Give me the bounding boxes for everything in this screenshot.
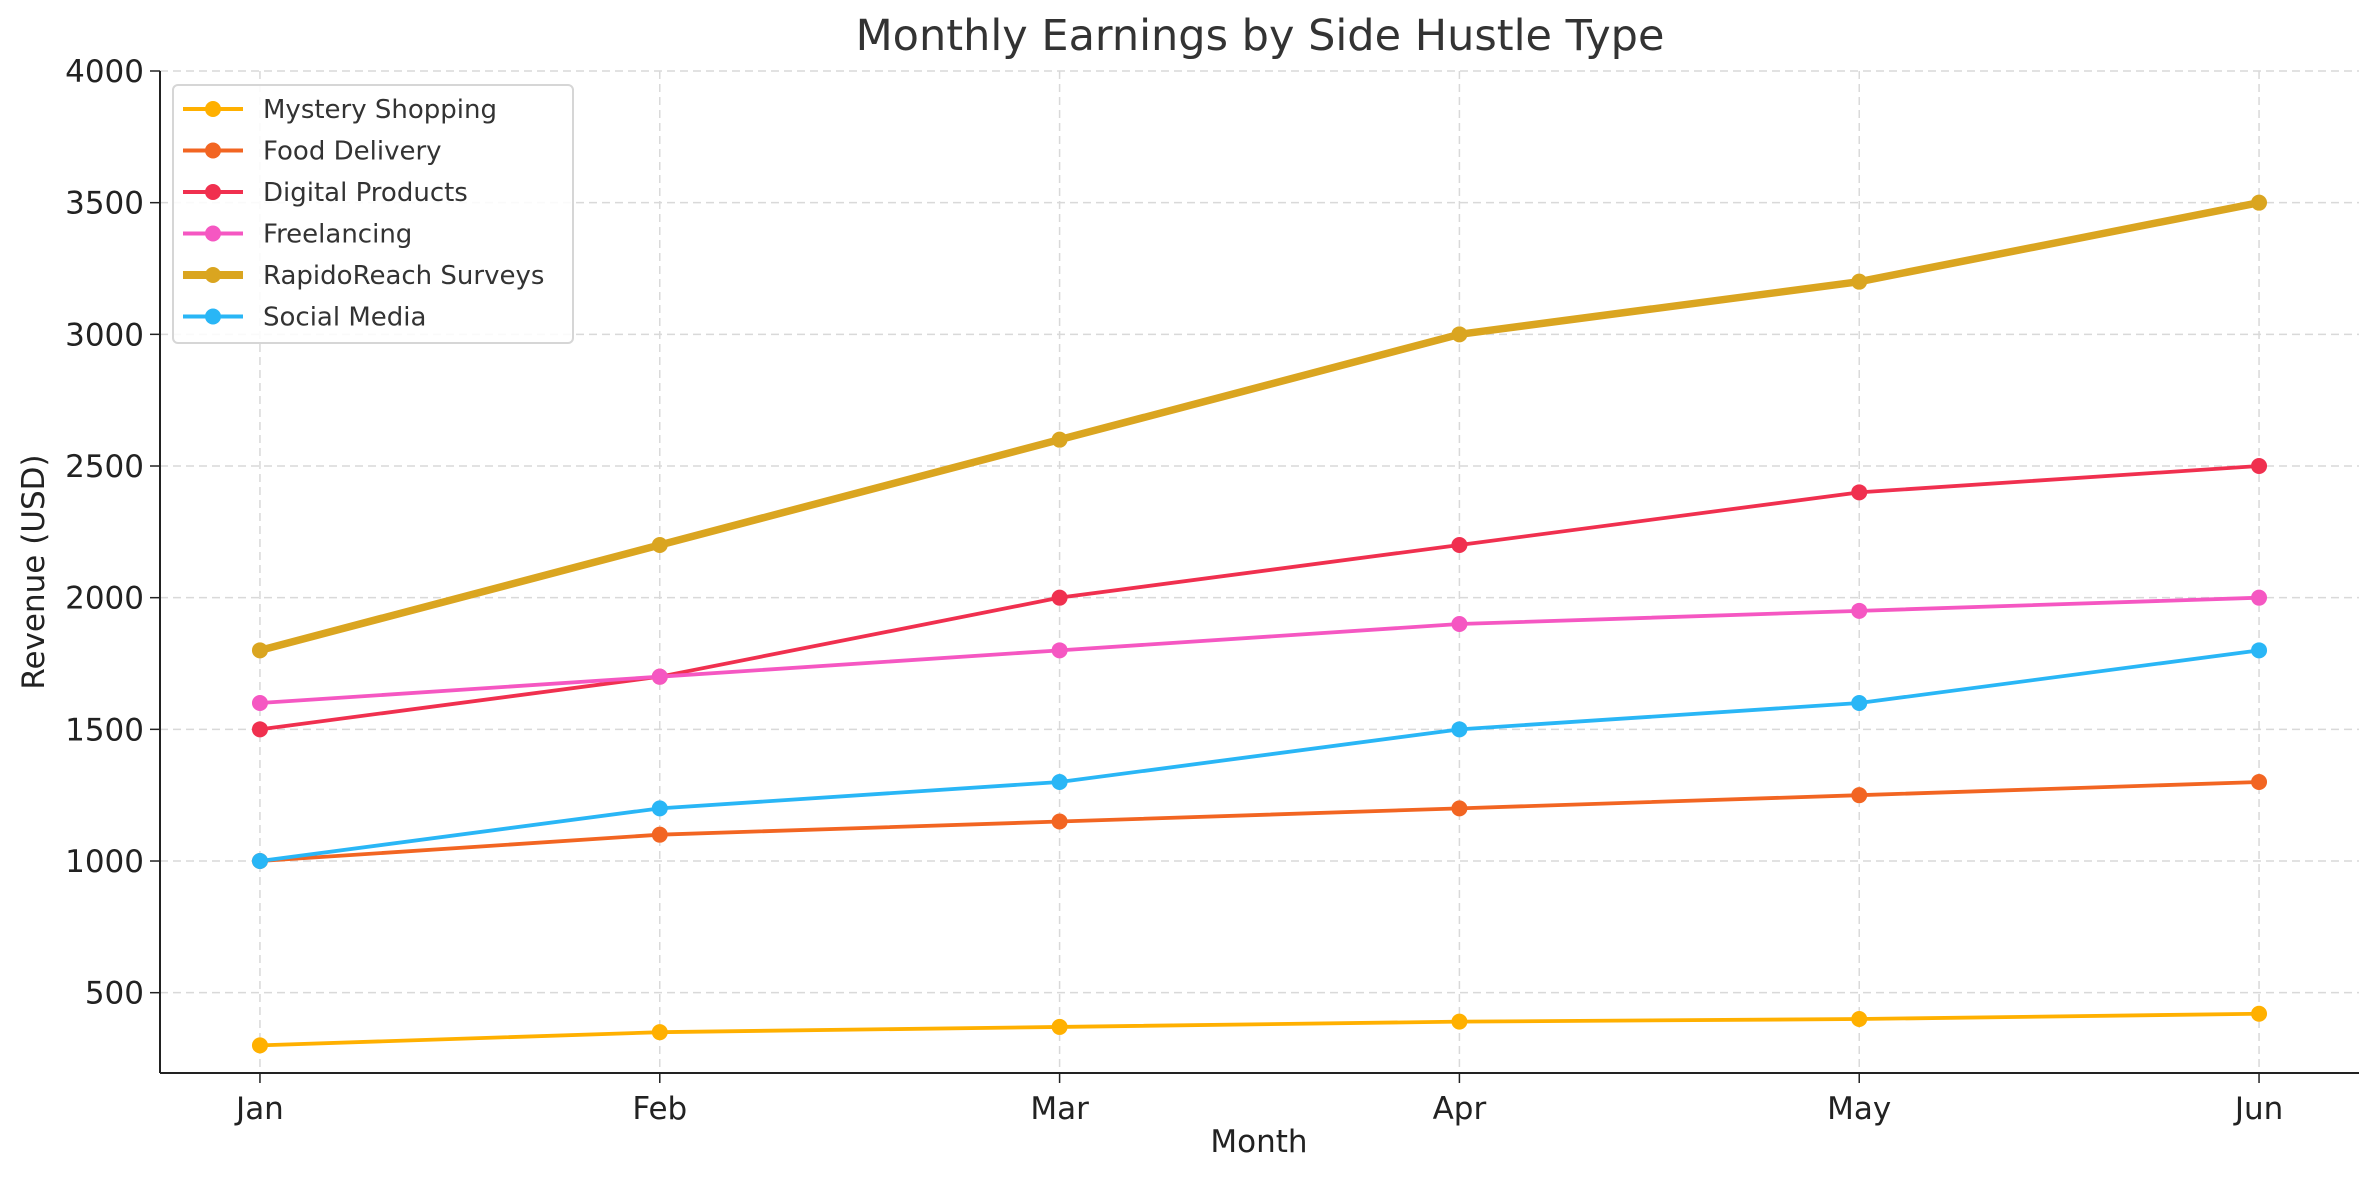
x-tick-label: Feb	[632, 1091, 687, 1127]
data-point	[651, 668, 668, 685]
data-point	[1851, 484, 1868, 501]
data-point	[1851, 787, 1868, 804]
data-point	[651, 537, 668, 554]
data-point	[1051, 642, 1068, 659]
x-tick-label: Jun	[2233, 1091, 2283, 1127]
data-point	[1451, 616, 1468, 633]
y-tick-label: 500	[85, 976, 144, 1012]
data-point	[1451, 721, 1468, 738]
data-point	[1451, 326, 1468, 343]
legend-label: Food Delivery	[263, 137, 442, 167]
legend-marker	[205, 101, 221, 117]
data-point	[1051, 1018, 1068, 1035]
data-point	[1851, 602, 1868, 619]
series-line	[258, 198, 2260, 654]
legend: Mystery Shopping Food Delivery Digital Pro…	[172, 84, 574, 344]
y-tick-label: 2500	[65, 449, 144, 485]
legend-marker	[205, 142, 221, 159]
x-axis-label: Month	[1210, 1124, 1307, 1160]
legend-marker	[205, 225, 221, 242]
series-line	[259, 464, 2260, 732]
series-group	[251, 194, 2268, 1054]
legend-label: Digital Products	[263, 178, 468, 208]
legend-box	[172, 84, 574, 344]
legend-label: Social Media	[263, 303, 426, 333]
data-point	[2251, 774, 2268, 791]
series-line	[259, 595, 2260, 705]
data-point	[2251, 642, 2268, 659]
data-point	[251, 642, 268, 659]
data-point	[1051, 813, 1068, 830]
chart-title: Monthly Earnings by Side Hustle Type	[856, 11, 1665, 61]
data-point	[651, 826, 668, 843]
data-point	[1051, 589, 1068, 606]
data-point	[2251, 458, 2268, 475]
legend-marker	[205, 184, 221, 200]
data-point	[1851, 695, 1868, 712]
legend-label: RapidoReach Surveys	[263, 261, 544, 291]
y-axis-label: Revenue (USD)	[16, 454, 52, 689]
data-point	[1051, 431, 1068, 448]
data-point	[1451, 1013, 1468, 1030]
y-tick-label: 3000	[65, 317, 144, 353]
legend-marker	[205, 267, 221, 283]
y-tick-label: 1500	[65, 712, 144, 748]
data-point	[651, 1024, 668, 1041]
series-line	[259, 648, 2260, 863]
data-point	[1451, 800, 1468, 817]
grid	[160, 70, 2359, 1073]
data-point	[1851, 273, 1868, 290]
data-point	[651, 800, 668, 817]
data-point	[2251, 589, 2268, 606]
data-point	[2251, 194, 2268, 211]
legend-marker	[205, 308, 221, 325]
y-tick-label: 4000	[65, 54, 144, 90]
x-tick-label: Apr	[1433, 1091, 1487, 1127]
data-point	[1451, 537, 1468, 554]
series-line	[259, 1011, 2260, 1048]
data-point	[251, 695, 268, 712]
data-point	[2251, 1005, 2268, 1022]
data-point	[1051, 774, 1068, 791]
legend-label: Freelancing	[263, 220, 412, 250]
y-tick-label: 3500	[65, 186, 144, 222]
x-tick-label: Jan	[234, 1091, 284, 1127]
data-point	[1851, 1011, 1868, 1028]
y-tick-label: 1000	[65, 844, 144, 880]
series-line	[259, 780, 2260, 863]
axes: Jan Feb Mar Apr May Jun 500 1000 1500 2000 2500 300…	[65, 54, 2359, 1127]
data-point	[251, 1037, 268, 1054]
x-tick-label: Mar	[1030, 1091, 1089, 1127]
data-point	[251, 721, 268, 738]
x-tick-label: May	[1827, 1091, 1891, 1127]
legend-label: Mystery Shopping	[263, 95, 497, 125]
y-tick-label: 2000	[65, 581, 144, 617]
data-point	[251, 853, 268, 870]
